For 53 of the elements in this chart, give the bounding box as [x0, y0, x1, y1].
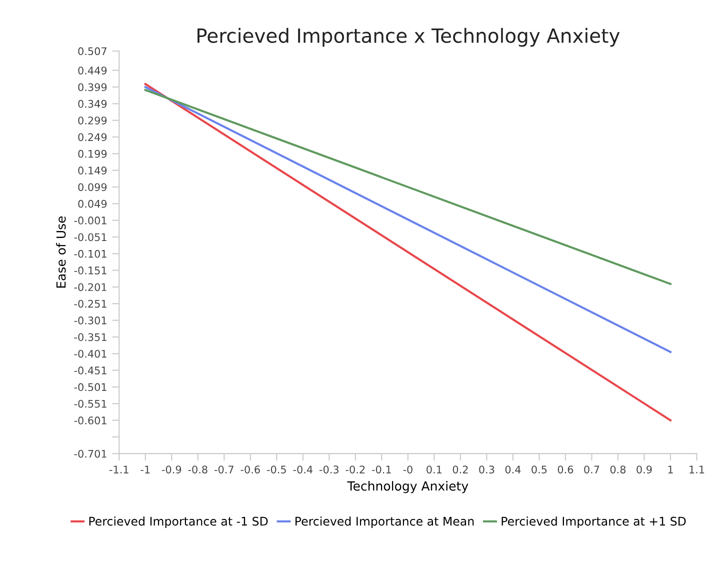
y-tick-label: -0.551 — [74, 400, 106, 408]
x-tick-label: -0.6 — [240, 466, 260, 474]
y-tick-label: -0.501 — [74, 383, 106, 392]
x-tick-label: 0.4 — [505, 466, 521, 474]
y-tick-label: 0.507 — [78, 47, 106, 56]
x-tick-label: 0.1 — [426, 466, 442, 474]
x-tick-label: -0.2 — [346, 466, 365, 474]
y-tick-label: -0.101 — [74, 250, 106, 258]
legend-label: Percieved Importance at -1 SD — [89, 516, 268, 528]
y-tick-label: 0.349 — [78, 100, 107, 108]
y-axis-title: Ease of Use — [56, 216, 66, 288]
legend-label: Percieved Importance at Mean — [296, 516, 474, 528]
x-tick-label: 0.9 — [636, 466, 652, 474]
y-tick-label: 0.399 — [78, 83, 107, 92]
y-tick-label: -0.351 — [74, 333, 106, 342]
x-tick-label: 0.2 — [452, 466, 468, 474]
y-tick-label: 0.449 — [78, 66, 107, 74]
legend-label: Percieved Importance at +1 SD — [502, 516, 686, 528]
y-tick-label: -0.001 — [74, 216, 106, 224]
x-tick-label: -1.1 — [109, 466, 128, 474]
y-tick-label: 0.299 — [78, 116, 107, 124]
y-tick-label: 0.149 — [78, 166, 107, 174]
x-tick-label: 0.7 — [584, 466, 600, 474]
chart-title: Percieved Importance x Technology Anxiety — [198, 28, 620, 47]
x-tick-label: 0.8 — [610, 466, 626, 474]
x-tick-label: -0.1 — [372, 466, 391, 474]
y-tick-label: -0.451 — [74, 366, 106, 374]
y-tick-label: -0.601 — [74, 416, 106, 424]
y-tick-label: -0.251 — [74, 300, 106, 308]
x-axis-title: Technology Anxiety — [347, 481, 468, 494]
y-tick-label: -0.401 — [74, 350, 106, 358]
y-tick-label: 0.049 — [78, 200, 107, 208]
x-tick-label: 0.5 — [532, 466, 547, 474]
x-tick-label: -0 — [403, 466, 412, 474]
x-tick-label: 1 — [668, 466, 673, 474]
x-tick-label: -0.5 — [267, 466, 286, 474]
y-tick-label: -0.701 — [74, 450, 106, 458]
x-tick-label: 1.1 — [690, 466, 704, 474]
x-tick-label: -0.3 — [320, 466, 338, 474]
x-tick-label: -0.4 — [293, 466, 312, 474]
y-tick-label: -0.051 — [74, 233, 106, 242]
x-tick-label: -1 — [140, 466, 150, 474]
x-tick-label: -0.8 — [188, 466, 208, 474]
x-tick-label: 0.3 — [479, 466, 494, 474]
x-tick-label: -0.7 — [214, 466, 234, 474]
y-tick-label: 0.099 — [78, 183, 107, 192]
y-tick-label: -0.151 — [74, 266, 106, 274]
y-tick-label: 0.199 — [78, 150, 107, 158]
y-tick-label: -0.301 — [74, 316, 106, 324]
x-tick-label: -0.9 — [162, 466, 182, 474]
y-tick-label: 0.249 — [78, 133, 107, 142]
y-tick-label: -0.201 — [74, 283, 106, 292]
x-tick-label: 0.6 — [558, 466, 574, 474]
